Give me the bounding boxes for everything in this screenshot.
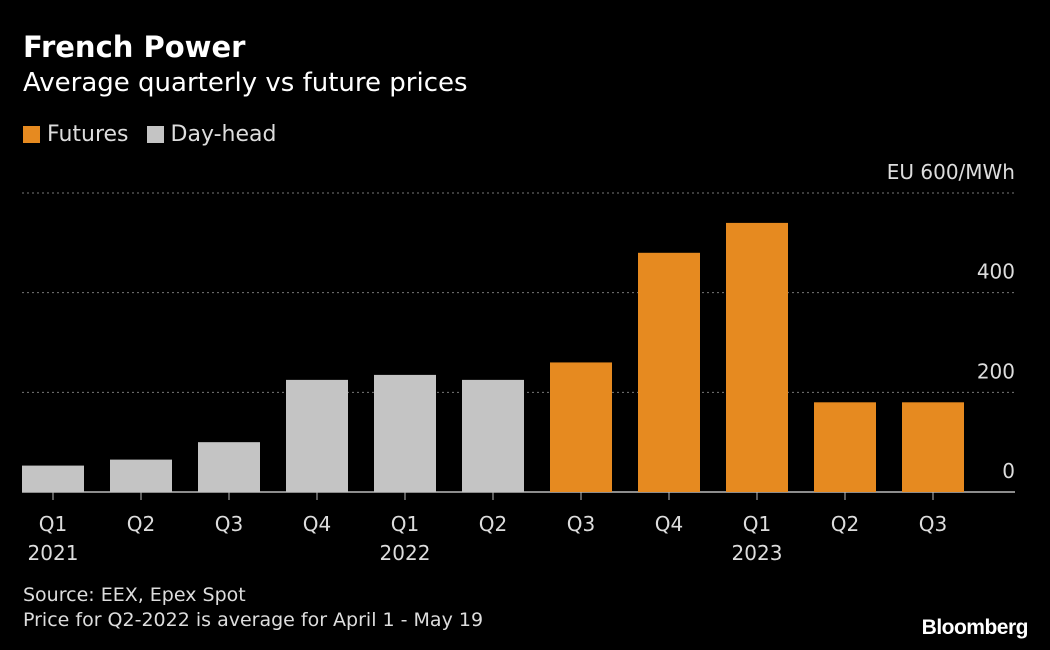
bar-day-head xyxy=(22,465,84,492)
x-tick-label: Q1 xyxy=(391,512,419,536)
bloomberg-logo: Bloomberg xyxy=(921,616,1029,639)
bar-futures xyxy=(638,252,700,492)
bar-futures xyxy=(902,402,964,492)
x-tick-label: Q4 xyxy=(655,512,683,536)
x-tick-label: Q4 xyxy=(303,512,331,536)
bar-futures xyxy=(814,402,876,492)
x-tick-label: Q2 xyxy=(479,512,507,536)
legend-swatch-day-head xyxy=(146,126,164,143)
bar-day-head xyxy=(462,379,524,492)
x-tick-label: Q2 xyxy=(831,512,859,536)
x-tick-label: Q3 xyxy=(567,512,595,536)
year-label: 2022 xyxy=(380,541,431,565)
x-tick-label: Q1 xyxy=(743,512,771,536)
legend-label-futures: Futures xyxy=(47,122,129,147)
bar-futures xyxy=(726,222,788,492)
x-tick-label: Q2 xyxy=(127,512,155,536)
bar-day-head xyxy=(198,442,260,492)
footnote: Price for Q2-2022 is average for April 1… xyxy=(23,609,484,631)
y-tick-label: EU 600/MWh xyxy=(887,160,1015,184)
x-tick-label: Q3 xyxy=(919,512,947,536)
y-tick-label: 400 xyxy=(977,260,1015,284)
source-note: Source: EEX, Epex Spot xyxy=(23,584,246,606)
legend: Futures Day-head xyxy=(23,122,294,147)
legend-item-futures: Futures xyxy=(23,122,129,147)
legend-swatch-futures xyxy=(23,126,40,143)
chart-title: French Power xyxy=(23,30,246,64)
bar-day-head xyxy=(110,459,172,492)
bar-chart: 0 200 400 EU 600/MWh Q1 Q2 Q3 Q4 Q1 Q2 Q3 Q4 Q1 Q2 Q3… xyxy=(22,160,1015,565)
year-label: 2021 xyxy=(28,541,79,565)
y-tick-label: 0 xyxy=(1002,459,1015,483)
x-tick-label: Q1 xyxy=(39,512,67,536)
chart-subtitle: Average quarterly vs future prices xyxy=(23,68,468,98)
bar-day-head xyxy=(286,379,348,492)
x-tick-label: Q3 xyxy=(215,512,243,536)
y-tick-label: 200 xyxy=(977,359,1015,383)
legend-label-day-head: Day-head xyxy=(170,122,277,147)
year-label: 2023 xyxy=(732,541,783,565)
bar-futures xyxy=(550,362,612,492)
bar-day-head xyxy=(374,374,436,492)
legend-item-day-head: Day-head xyxy=(146,122,277,147)
